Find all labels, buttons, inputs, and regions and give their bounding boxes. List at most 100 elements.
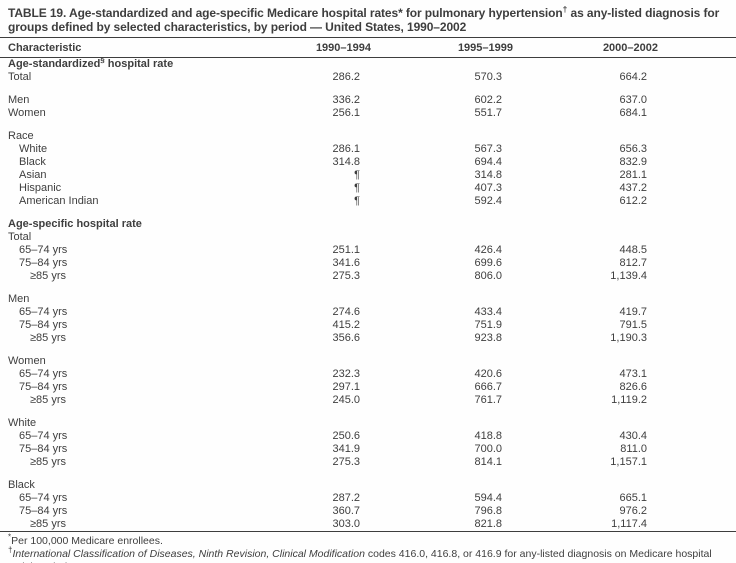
column-header-2000-2002: 2000–2002 bbox=[513, 37, 658, 58]
value-cell-1990-1994: ¶ bbox=[354, 182, 360, 194]
characteristic-label: 75–84 yrs bbox=[19, 319, 68, 331]
characteristic-cell: Black bbox=[0, 469, 300, 492]
value-cell-1990-1994: 341.9 bbox=[332, 443, 360, 455]
value-cell-1995-1999: 700.0 bbox=[474, 443, 502, 455]
footnote-dagger: †International Classification of Disease… bbox=[8, 546, 730, 563]
characteristic-label: ≥85 yrs bbox=[30, 456, 66, 468]
characteristic-cell: 65–74 yrs bbox=[0, 492, 300, 505]
column-header-characteristic: Characteristic bbox=[0, 37, 300, 58]
characteristic-label: 75–84 yrs bbox=[19, 381, 68, 393]
value-cell-2000-2002 bbox=[513, 231, 658, 244]
characteristic-cell: American Indian bbox=[0, 195, 300, 208]
table-row: Men bbox=[0, 283, 736, 306]
value-cell-2000-2002: 684.1 bbox=[619, 107, 647, 119]
row-spacer bbox=[658, 469, 736, 492]
value-cell-1990-1994 bbox=[300, 345, 371, 368]
value-cell-1995-1999: 923.8 bbox=[474, 332, 502, 344]
characteristic-cell: ≥85 yrs bbox=[0, 456, 300, 469]
table-row: 65–74 yrs 251.1 426.4 448.5 bbox=[0, 244, 736, 257]
characteristic-label: 65–74 yrs bbox=[19, 430, 68, 442]
characteristic-label: Total bbox=[8, 71, 32, 83]
characteristic-cell: Total bbox=[0, 71, 300, 84]
value-cell-2000-2002: 437.2 bbox=[619, 182, 647, 194]
row-spacer bbox=[658, 143, 736, 156]
table-row: Age-specific hospital rate bbox=[0, 208, 736, 231]
section-footnote-marker: § bbox=[100, 57, 105, 65]
characteristic-label: Women bbox=[8, 107, 46, 119]
value-cell-1990-1994 bbox=[300, 120, 371, 143]
value-cell-1995-1999 bbox=[371, 208, 513, 231]
value-cell-1990-1994: 256.1 bbox=[332, 107, 360, 119]
table-row: White bbox=[0, 407, 736, 430]
row-spacer bbox=[658, 443, 736, 456]
row-spacer bbox=[658, 208, 736, 231]
value-cell-1995-1999: 418.8 bbox=[474, 430, 502, 442]
data-table: Characteristic 1990–1994 1995–1999 2000–… bbox=[0, 37, 736, 532]
characteristic-label: Black bbox=[8, 479, 35, 491]
value-cell-1995-1999: 592.4 bbox=[474, 195, 502, 207]
value-cell-1990-1994: 286.1 bbox=[332, 143, 360, 155]
table-row: White 286.1 567.3 656.3 bbox=[0, 143, 736, 156]
column-header-1995-1999: 1995–1999 bbox=[371, 37, 513, 58]
characteristic-cell: Women bbox=[0, 107, 300, 120]
value-cell-2000-2002: 656.3 bbox=[619, 143, 647, 155]
row-spacer bbox=[658, 107, 736, 120]
characteristic-cell: 75–84 yrs bbox=[0, 505, 300, 518]
row-spacer bbox=[658, 283, 736, 306]
table-row: Total bbox=[0, 231, 736, 244]
value-cell-2000-2002: 791.5 bbox=[619, 319, 647, 331]
value-cell-1995-1999 bbox=[371, 283, 513, 306]
characteristic-cell: 75–84 yrs bbox=[0, 257, 300, 270]
characteristic-cell: ≥85 yrs bbox=[0, 518, 300, 532]
row-spacer bbox=[658, 58, 736, 72]
table-row: Total 286.2 570.3 664.2 bbox=[0, 71, 736, 84]
row-spacer bbox=[658, 182, 736, 195]
value-cell-1995-1999: 551.7 bbox=[474, 107, 502, 119]
value-cell-2000-2002: 430.4 bbox=[619, 430, 647, 442]
characteristic-label: ≥85 yrs bbox=[30, 332, 66, 344]
table-row: 75–84 yrs 341.6 699.6 812.7 bbox=[0, 257, 736, 270]
value-cell-1995-1999: 806.0 bbox=[474, 270, 502, 282]
value-cell-2000-2002: 281.1 bbox=[619, 169, 647, 181]
row-spacer bbox=[658, 518, 736, 532]
value-cell-1995-1999 bbox=[371, 469, 513, 492]
value-cell-1995-1999: 751.9 bbox=[474, 319, 502, 331]
value-cell-1995-1999 bbox=[371, 345, 513, 368]
characteristic-cell: ≥85 yrs bbox=[0, 270, 300, 283]
value-cell-1990-1994: ¶ bbox=[354, 195, 360, 207]
row-spacer bbox=[658, 244, 736, 257]
value-cell-1990-1994: 275.3 bbox=[332, 270, 360, 282]
characteristic-cell: 65–74 yrs bbox=[0, 306, 300, 319]
characteristic-cell: Asian bbox=[0, 169, 300, 182]
value-cell-2000-2002 bbox=[513, 407, 658, 430]
value-cell-1995-1999: 666.7 bbox=[474, 381, 502, 393]
value-cell-1990-1994: 245.0 bbox=[332, 394, 360, 406]
characteristic-label: ≥85 yrs bbox=[30, 270, 66, 282]
characteristic-cell: 75–84 yrs bbox=[0, 443, 300, 456]
characteristic-label: Age-specific hospital rate bbox=[8, 218, 142, 230]
value-cell-2000-2002: 1,119.2 bbox=[611, 394, 647, 406]
row-spacer bbox=[658, 306, 736, 319]
value-cell-1990-1994: 360.7 bbox=[332, 505, 360, 517]
characteristic-label: Hispanic bbox=[19, 182, 62, 194]
row-spacer bbox=[658, 394, 736, 407]
footnotes: *Per 100,000 Medicare enrollees. †Intern… bbox=[0, 532, 736, 563]
value-cell-1995-1999 bbox=[371, 407, 513, 430]
value-cell-1995-1999 bbox=[371, 231, 513, 244]
value-cell-1995-1999: 433.4 bbox=[474, 306, 502, 318]
value-cell-1995-1999: 796.8 bbox=[474, 505, 502, 517]
characteristic-label: 75–84 yrs bbox=[19, 443, 68, 455]
footnote-dagger-text: codes 416.0, 416.8, or 416.9 for any-lis… bbox=[17, 548, 712, 563]
characteristic-cell: 65–74 yrs bbox=[0, 244, 300, 257]
value-cell-2000-2002: 811.0 bbox=[620, 443, 647, 455]
value-cell-2000-2002: 1,157.1 bbox=[610, 456, 647, 468]
characteristic-label: Men bbox=[8, 94, 30, 106]
row-spacer bbox=[658, 407, 736, 430]
row-spacer bbox=[658, 319, 736, 332]
value-cell-1995-1999: 426.4 bbox=[474, 244, 502, 256]
value-cell-1990-1994: 341.6 bbox=[332, 257, 360, 269]
table-row: 65–74 yrs 250.6 418.8 430.4 bbox=[0, 430, 736, 443]
value-cell-2000-2002 bbox=[513, 283, 658, 306]
table-row: 75–84 yrs 360.7 796.8 976.2 bbox=[0, 505, 736, 518]
characteristic-label: White bbox=[8, 417, 37, 429]
